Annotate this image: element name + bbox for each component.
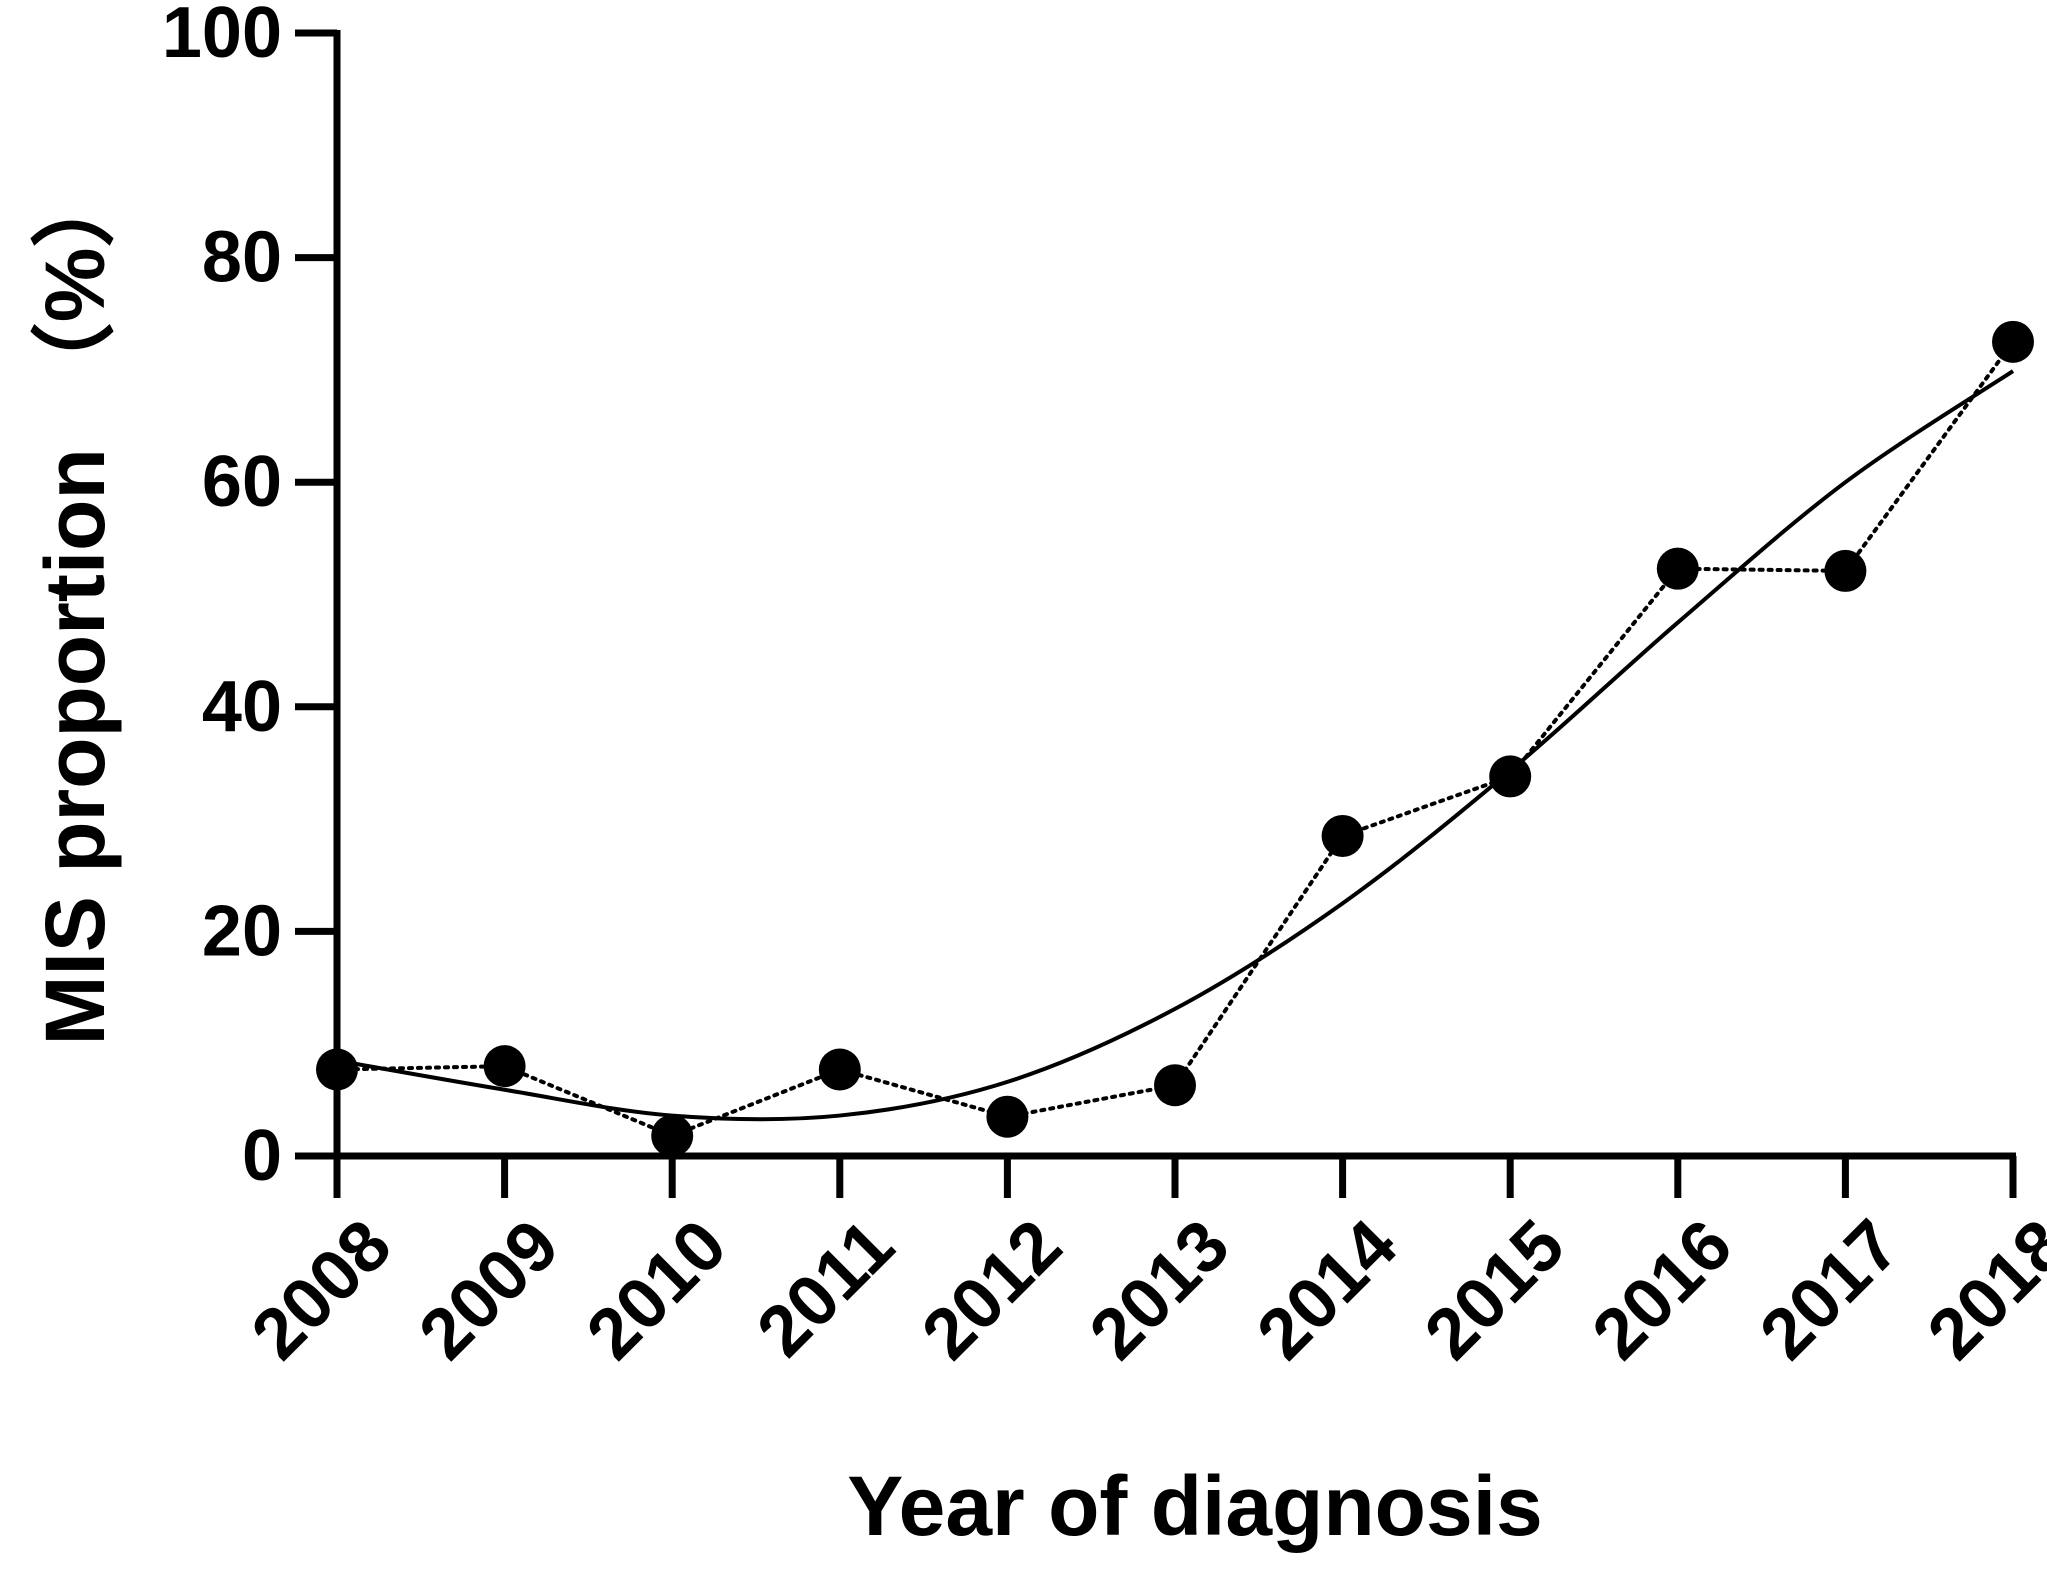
y-ticks: 0 20 40 60 80 100 xyxy=(162,0,337,1196)
data-point xyxy=(1489,755,1532,798)
data-point xyxy=(483,1045,526,1088)
data-point xyxy=(1656,547,1699,590)
data-point xyxy=(986,1095,1029,1138)
data-point xyxy=(1992,320,2034,363)
axes xyxy=(333,30,2016,1160)
data-point xyxy=(1824,549,1867,592)
observed-layer xyxy=(316,320,2034,1157)
x-tick-label: 2018 xyxy=(1913,1205,2047,1375)
x-tick-label: 2009 xyxy=(404,1205,574,1375)
x-tick-label: 2010 xyxy=(572,1205,742,1375)
x-tick-label: 2011 xyxy=(742,1205,909,1372)
observed-dotted-line xyxy=(335,339,2015,1138)
x-axis-title: Year of diagnosis xyxy=(847,1459,1543,1553)
x-tick-label: 2015 xyxy=(1410,1205,1580,1375)
y-axis-title-group: MIS proportion （%） xyxy=(28,164,122,1046)
data-point xyxy=(1321,814,1364,857)
x-tick-label: 2017 xyxy=(1745,1205,1915,1375)
x-tick-label: 2014 xyxy=(1242,1205,1412,1375)
trend-layer xyxy=(336,369,2015,1122)
data-point xyxy=(651,1114,694,1157)
y-tick-label: 60 xyxy=(202,442,282,522)
y-tick-label: 40 xyxy=(202,667,282,747)
data-point xyxy=(818,1048,861,1091)
y-tick-label: 100 xyxy=(162,0,282,73)
x-tick-label: 2012 xyxy=(907,1205,1077,1375)
x-tick-label: 2016 xyxy=(1577,1205,1747,1375)
data-point xyxy=(316,1048,358,1091)
x-tick-label: 2013 xyxy=(1075,1205,1245,1375)
y-axis-title: MIS proportion （%） xyxy=(28,164,122,1046)
data-point xyxy=(1154,1064,1196,1107)
x-tick-label: 2008 xyxy=(237,1205,407,1375)
y-tick-label: 0 xyxy=(242,1116,282,1196)
y-tick-label: 80 xyxy=(202,218,282,298)
y-tick-label: 20 xyxy=(202,891,282,971)
trend-curve xyxy=(336,369,2015,1122)
